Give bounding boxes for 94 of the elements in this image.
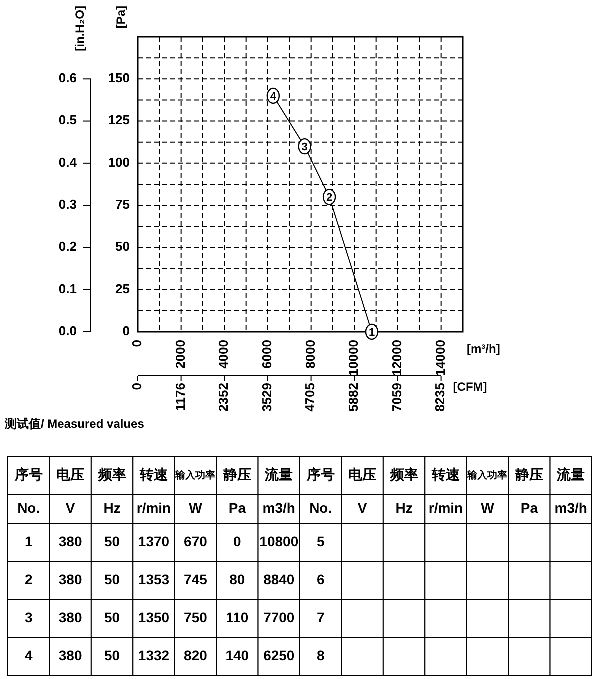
data-label: 8840 [264, 572, 295, 588]
x-tick-label: Hz [396, 500, 413, 516]
x2-tick-label: 2352 [216, 383, 232, 412]
y-tick-label: 2 [24, 572, 33, 588]
x-tick-label: 6000 [259, 340, 274, 369]
data-label: 1350 [138, 610, 170, 626]
text: 流量 [264, 466, 294, 483]
y2-tick-label: 0.5 [58, 112, 77, 128]
text: 电压 [348, 466, 377, 483]
data-label: 820 [184, 648, 208, 664]
x-tick-label: W [189, 500, 204, 516]
y2-tick-label: 0.2 [58, 239, 77, 254]
x-tick-label: m3/h [554, 500, 588, 516]
data-label: 380 [58, 610, 82, 626]
data-label: 80 [230, 572, 246, 588]
x2-axis-title: [CFM] [453, 380, 488, 394]
data-label: 0 [234, 534, 242, 550]
y-axis-title: [Pa] [114, 6, 128, 29]
y2-tick-label: 0.6 [58, 70, 77, 86]
y-tick-label: 0 [122, 323, 130, 338]
y-tick-label: 75 [116, 197, 130, 212]
text: 流量 [556, 466, 586, 483]
text: 频率 [389, 466, 418, 483]
data-label: 670 [184, 534, 208, 550]
annotation: 1 [368, 326, 376, 339]
x-tick-label: 12000 [389, 340, 404, 376]
x-tick-label: No. [310, 500, 332, 516]
x-tick-label: Pa [228, 500, 246, 516]
x-tick-label: W [481, 500, 496, 516]
x-tick-label: 8000 [302, 340, 318, 369]
y-tick-label: 3 [24, 610, 33, 626]
x-tick-label: Pa [520, 500, 538, 516]
y2-tick-label: 0.3 [58, 197, 77, 212]
x-tick-label: 0 [129, 340, 144, 348]
x2-tick-label: 1176 [172, 383, 188, 412]
x2-tick-label: 8235 [432, 383, 448, 412]
data-label: 10800 [260, 534, 299, 550]
chart-title: 测试值/ Measured values [4, 417, 145, 432]
y-tick-label: 125 [108, 112, 130, 128]
annotation: 3 [302, 141, 308, 154]
data-label: 6 [316, 572, 325, 588]
x-tick-label: V [358, 500, 368, 516]
x2-tick-label: 5882 [346, 383, 362, 412]
x-tick-label: 10000 [346, 340, 362, 376]
text: 序号 [14, 466, 43, 483]
data-label: 7700 [264, 610, 295, 626]
x-tick-label: V [66, 500, 76, 516]
text: 静压 [222, 466, 252, 483]
y2-tick-label: 0.1 [58, 281, 77, 296]
y-tick-label: 25 [116, 281, 130, 296]
x-tick-label: 2000 [172, 340, 188, 369]
text: 静压 [514, 466, 544, 483]
x-axis-title: [m³/h] [467, 342, 500, 356]
y-tick-label: 150 [108, 70, 130, 86]
x-tick-label: 4000 [216, 340, 232, 369]
data-label: 1370 [138, 534, 170, 550]
y2-axis-title: [in.H₂O] [73, 6, 88, 52]
y-tick-label: 100 [108, 154, 130, 170]
x-tick-label: m3/h [262, 500, 296, 516]
x2-tick-label: 4705 [302, 383, 318, 412]
data-label: 110 [226, 610, 249, 626]
data-label: 6250 [264, 648, 295, 664]
text: 输入功率 [174, 470, 216, 482]
data-label: 745 [184, 572, 208, 588]
text: 转速 [431, 466, 461, 483]
x2-tick-label: 7059 [389, 383, 404, 412]
data-label: 1332 [138, 648, 170, 664]
text: 频率 [97, 466, 126, 483]
text: 转速 [139, 466, 169, 483]
data-label: 380 [58, 534, 82, 550]
data-label: 7 [316, 610, 325, 626]
y2-tick-label: 0.4 [58, 154, 78, 170]
text: 序号 [306, 466, 335, 483]
data-label: 5 [316, 534, 325, 550]
text: 电压 [56, 466, 85, 483]
data-label: 750 [184, 610, 208, 626]
x-tick-label: Hz [104, 500, 121, 516]
x-tick-label: r/min [428, 500, 464, 516]
annotation: 4 [270, 90, 278, 103]
data-label: 8 [316, 648, 325, 664]
y-tick-label: 4 [24, 648, 33, 664]
data-label: 1353 [138, 572, 170, 588]
x-tick-label: r/min [136, 500, 172, 516]
text: 输入功率 [466, 470, 508, 482]
annotation: 2 [326, 192, 333, 204]
x2-tick-label: 0 [129, 383, 144, 390]
data-label: 380 [58, 572, 82, 588]
data-label: 380 [58, 648, 82, 664]
y-tick-label: 1 [24, 534, 33, 550]
y-tick-label: 50 [116, 239, 130, 254]
x-tick-label: 14000 [432, 340, 448, 376]
y2-tick-label: 0.0 [58, 323, 77, 338]
data-label: 140 [226, 648, 250, 664]
x2-tick-label: 3529 [259, 383, 274, 412]
